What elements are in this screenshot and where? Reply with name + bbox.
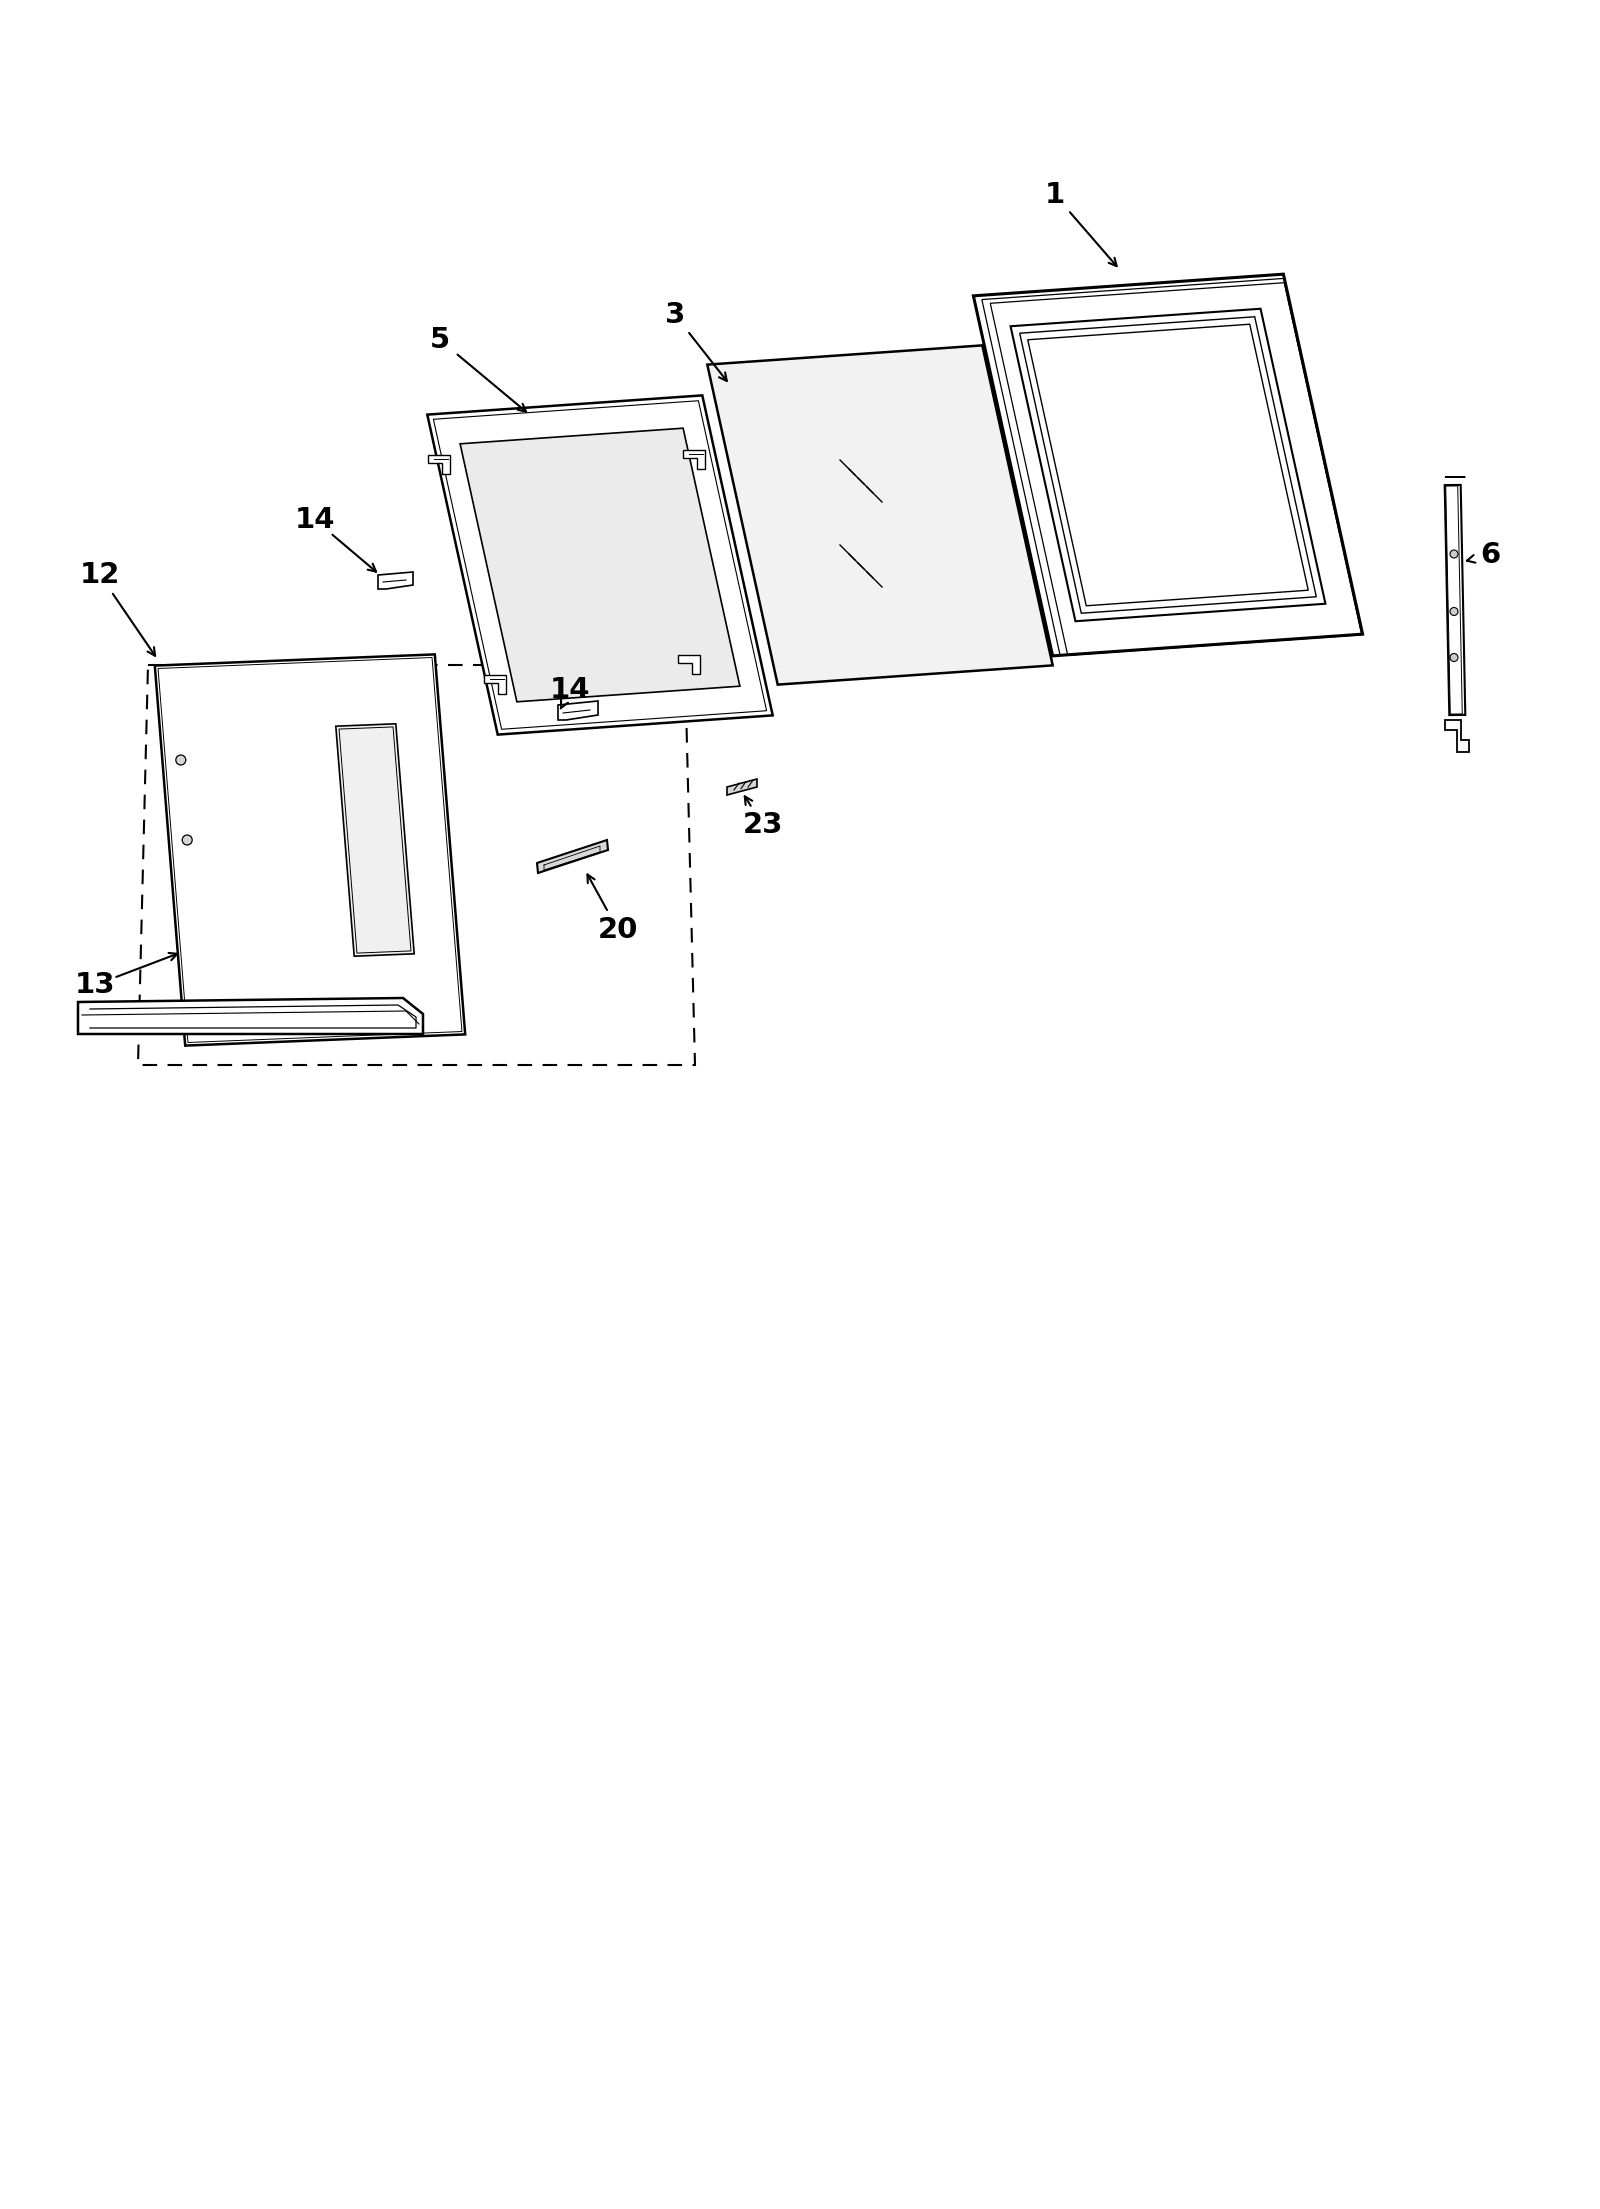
Circle shape [182,835,192,846]
Polygon shape [683,451,706,468]
Polygon shape [1011,309,1325,621]
Text: 14: 14 [294,506,336,535]
Polygon shape [155,654,466,1045]
Circle shape [176,755,186,764]
Polygon shape [538,839,608,873]
Text: 1: 1 [1045,181,1066,210]
Circle shape [1450,607,1458,616]
Polygon shape [427,395,773,736]
Polygon shape [461,429,739,702]
Polygon shape [973,274,1363,656]
Polygon shape [726,780,757,795]
Text: 14: 14 [550,676,590,705]
Polygon shape [378,572,413,590]
Text: 20: 20 [598,917,638,943]
Polygon shape [78,998,422,1034]
Polygon shape [429,455,450,473]
Polygon shape [483,674,506,694]
Text: 13: 13 [75,972,115,998]
Circle shape [1450,550,1458,559]
Polygon shape [1445,720,1469,751]
Text: 6: 6 [1480,541,1501,570]
Polygon shape [1445,486,1466,716]
Text: 3: 3 [666,300,685,329]
Text: 5: 5 [430,327,450,353]
Polygon shape [558,700,598,720]
Text: 12: 12 [80,561,120,590]
Polygon shape [707,345,1053,685]
Polygon shape [336,725,414,956]
Circle shape [1450,654,1458,660]
Polygon shape [678,656,701,674]
Text: 23: 23 [742,811,784,839]
